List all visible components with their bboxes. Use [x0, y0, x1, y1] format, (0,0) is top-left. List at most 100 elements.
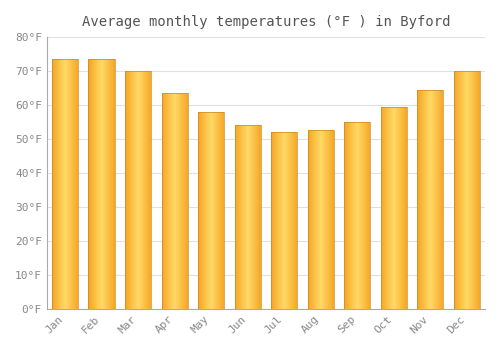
- Bar: [366, 122, 367, 309]
- Bar: [328, 131, 329, 309]
- Bar: [292, 132, 293, 309]
- Bar: [395, 107, 396, 309]
- Bar: [212, 112, 214, 309]
- Bar: [363, 122, 364, 309]
- Bar: [207, 112, 208, 309]
- Bar: [475, 71, 476, 309]
- Bar: [141, 71, 142, 309]
- Bar: [129, 71, 130, 309]
- Bar: [473, 71, 474, 309]
- Bar: [397, 107, 398, 309]
- Bar: [214, 112, 215, 309]
- Bar: [62, 59, 63, 309]
- Bar: [386, 107, 387, 309]
- Bar: [424, 90, 425, 309]
- Bar: [280, 132, 281, 309]
- Bar: [479, 71, 480, 309]
- Bar: [454, 71, 455, 309]
- Bar: [273, 132, 274, 309]
- Bar: [148, 71, 149, 309]
- Bar: [76, 59, 77, 309]
- Bar: [461, 71, 462, 309]
- Bar: [69, 59, 70, 309]
- Bar: [403, 107, 404, 309]
- Bar: [345, 122, 346, 309]
- Bar: [234, 125, 261, 309]
- Bar: [219, 112, 220, 309]
- Bar: [312, 131, 313, 309]
- Bar: [465, 71, 466, 309]
- Bar: [52, 59, 78, 309]
- Bar: [356, 122, 357, 309]
- Bar: [380, 107, 407, 309]
- Bar: [242, 125, 243, 309]
- Bar: [97, 59, 98, 309]
- Bar: [365, 122, 366, 309]
- Bar: [385, 107, 386, 309]
- Bar: [353, 122, 354, 309]
- Bar: [287, 132, 288, 309]
- Bar: [180, 93, 181, 309]
- Bar: [70, 59, 71, 309]
- Bar: [186, 93, 188, 309]
- Bar: [290, 132, 291, 309]
- Bar: [387, 107, 388, 309]
- Bar: [217, 112, 218, 309]
- Bar: [406, 107, 407, 309]
- Bar: [146, 71, 147, 309]
- Bar: [61, 59, 62, 309]
- Bar: [58, 59, 59, 309]
- Bar: [391, 107, 392, 309]
- Bar: [291, 132, 292, 309]
- Bar: [169, 93, 170, 309]
- Bar: [438, 90, 439, 309]
- Bar: [399, 107, 400, 309]
- Bar: [351, 122, 352, 309]
- Bar: [55, 59, 56, 309]
- Bar: [57, 59, 58, 309]
- Bar: [201, 112, 202, 309]
- Bar: [72, 59, 73, 309]
- Bar: [389, 107, 390, 309]
- Bar: [293, 132, 294, 309]
- Bar: [241, 125, 242, 309]
- Bar: [396, 107, 397, 309]
- Bar: [428, 90, 429, 309]
- Bar: [326, 131, 327, 309]
- Bar: [143, 71, 144, 309]
- Bar: [66, 59, 67, 309]
- Bar: [108, 59, 109, 309]
- Bar: [393, 107, 394, 309]
- Bar: [344, 122, 370, 309]
- Bar: [145, 71, 146, 309]
- Bar: [99, 59, 100, 309]
- Bar: [140, 71, 141, 309]
- Bar: [360, 122, 361, 309]
- Bar: [59, 59, 60, 309]
- Bar: [421, 90, 422, 309]
- Bar: [200, 112, 201, 309]
- Bar: [252, 125, 253, 309]
- Bar: [162, 93, 163, 309]
- Bar: [163, 93, 164, 309]
- Bar: [346, 122, 347, 309]
- Bar: [204, 112, 205, 309]
- Bar: [457, 71, 458, 309]
- Bar: [185, 93, 186, 309]
- Bar: [308, 131, 309, 309]
- Bar: [440, 90, 442, 309]
- Bar: [463, 71, 464, 309]
- Bar: [134, 71, 135, 309]
- Bar: [167, 93, 168, 309]
- Bar: [419, 90, 420, 309]
- Bar: [251, 125, 252, 309]
- Bar: [359, 122, 360, 309]
- Bar: [284, 132, 285, 309]
- Bar: [144, 71, 145, 309]
- Bar: [296, 132, 297, 309]
- Bar: [135, 71, 136, 309]
- Bar: [471, 71, 472, 309]
- Bar: [259, 125, 260, 309]
- Bar: [218, 112, 219, 309]
- Bar: [271, 132, 297, 309]
